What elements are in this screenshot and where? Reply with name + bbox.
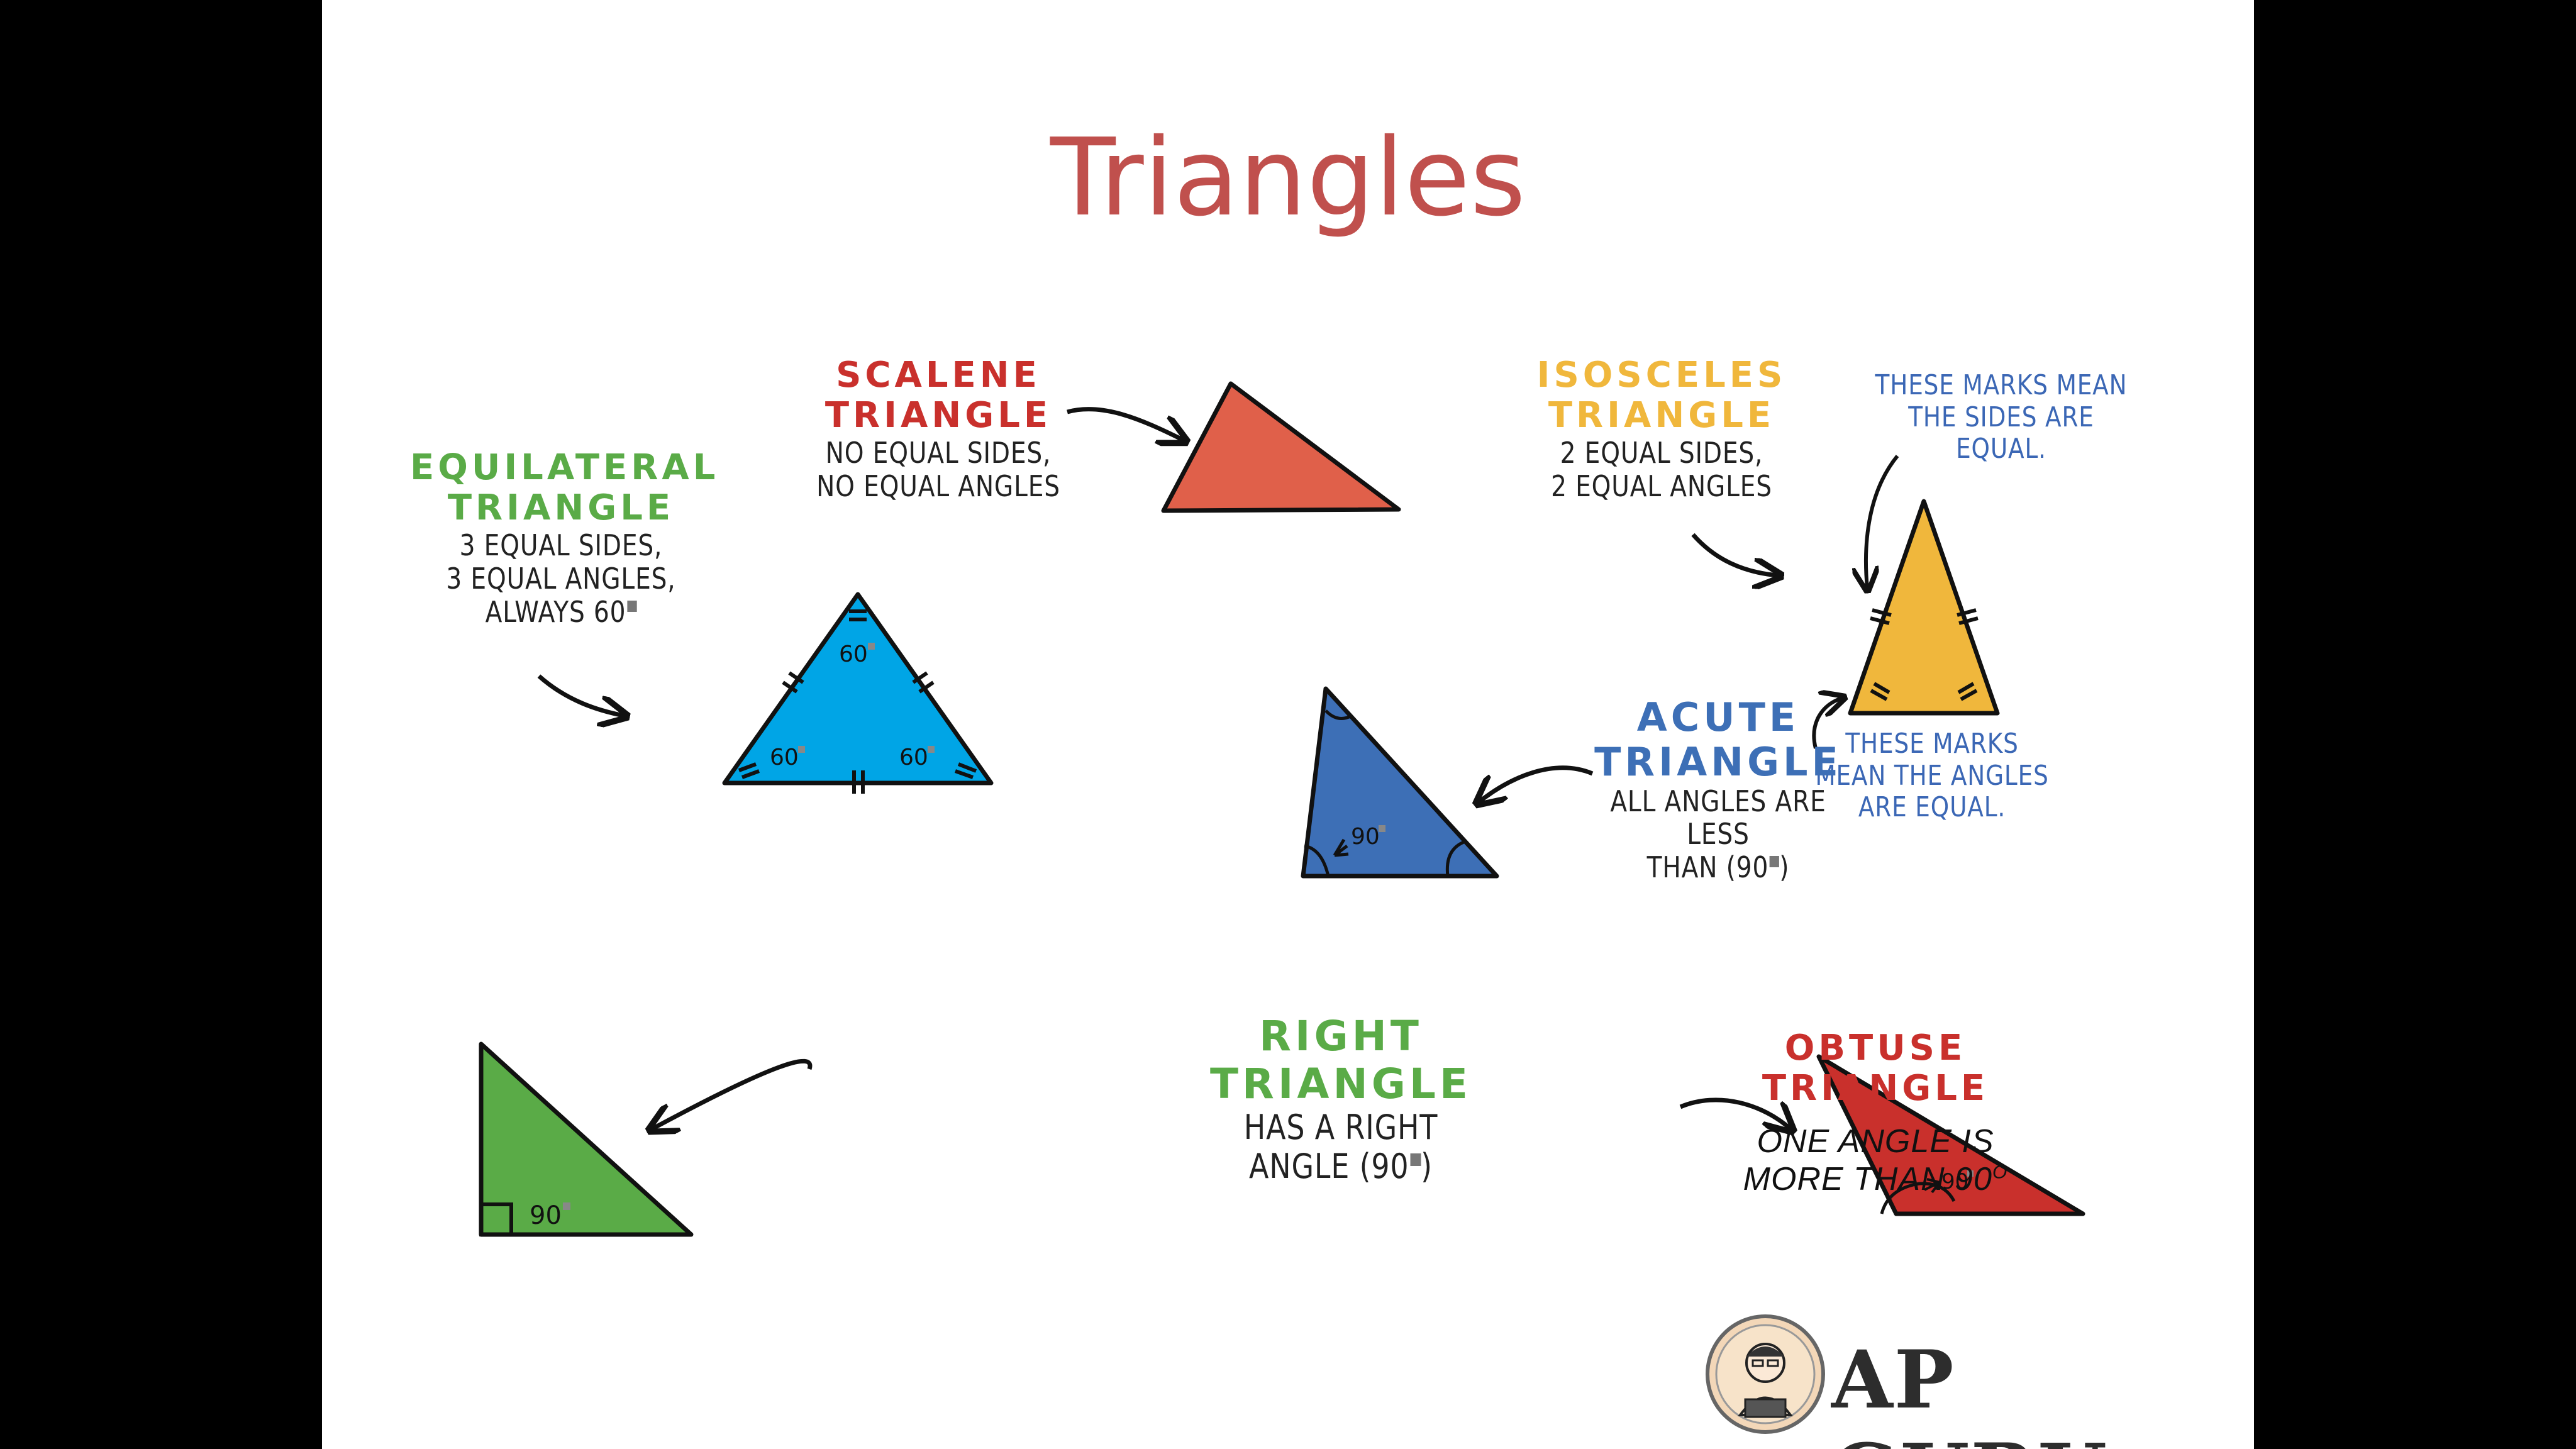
isosceles-heading-2: TRIANGLE: [1548, 395, 1775, 436]
acute-heading-2: TRIANGLE: [1594, 739, 1842, 786]
right-heading-1: RIGHT: [1259, 1012, 1423, 1060]
side-marks-note-line-3: EQUAL.: [1956, 433, 2046, 465]
obtuse-heading-1: OBTUSE: [1784, 1028, 1967, 1069]
equilateral-label: EQUILATERAL TRIANGLE 3 EQUAL SIDES, 3 EQ…: [410, 447, 719, 629]
equilateral-line-3: ALWAYS 60: [433, 595, 689, 629]
equilateral-angle-left: 60: [770, 745, 799, 770]
acute-angle-label: 90: [1351, 824, 1380, 850]
equilateral-triangle: [722, 592, 994, 786]
slide: Triangles 60 60 60: [322, 0, 2254, 1449]
angle-marks-arrow-left: [1812, 698, 1842, 749]
angle-marks-note-line-1: THESE MARKS: [1845, 728, 2019, 760]
right-line-1: HAS A RIGHT: [1243, 1107, 1438, 1147]
scalene-heading-2: TRIANGLE: [824, 395, 1052, 436]
right-line-2: ANGLE (90): [1249, 1146, 1433, 1186]
scalene-heading-1: SCALENE: [836, 355, 1041, 396]
equilateral-angle-top: 60: [839, 641, 868, 667]
side-marks-arrow-left: [1866, 455, 1899, 588]
acute-triangle: [1301, 686, 1499, 879]
isosceles-line-2: 2 EQUAL ANGLES: [1551, 469, 1772, 503]
angle-marks-note-line-3: ARE EQUAL.: [1858, 791, 2006, 824]
angle-marks-note: THESE MARKS MEAN THE ANGLES ARE EQUAL.: [1781, 728, 2083, 824]
angle-marks-note-line-2: MEAN THE ANGLES: [1815, 759, 2049, 792]
equilateral-angle-right: 60: [899, 745, 928, 770]
right-heading-2: TRIANGLE: [1209, 1059, 1472, 1108]
triangle-shapes: 60 60 60 90 90: [479, 381, 2085, 1237]
scalene-line-2: NO EQUAL ANGLES: [816, 469, 1060, 503]
scalene-triangle: [1161, 381, 1401, 513]
equilateral-line-2: 3 EQUAL ANGLES,: [446, 561, 676, 596]
obtuse-heading-2: TRIANGLE: [1762, 1068, 1989, 1109]
scalene-label: SCALENE TRIANGLE NO EQUAL SIDES, NO EQUA…: [787, 355, 1089, 503]
logo-text: AP GURU: [1831, 1333, 2107, 1449]
obtuse-line-1: ONE ANGLE IS: [1757, 1123, 1994, 1160]
isosceles-heading-1: ISOSCELES: [1536, 355, 1787, 396]
side-marks-note: THESE MARKS MEAN THE SIDES ARE EQUAL.: [1844, 369, 2158, 465]
equilateral-side-marks: [738, 609, 977, 794]
obtuse-label: OBTUSE TRIANGLE ONE ANGLE IS MORE THAN 9…: [1687, 1028, 2064, 1198]
ap-guru-logo: [1706, 1314, 1825, 1434]
equilateral-heading-1: EQUILATERAL: [410, 447, 719, 488]
isosceles-label: ISOSCELES TRIANGLE 2 EQUAL SIDES, 2 EQUA…: [1530, 355, 1794, 503]
isosceles-marks: [1870, 608, 1979, 701]
right-label: RIGHT TRIANGLE HAS A RIGHT ANGLE (90): [1165, 1013, 1517, 1186]
equilateral-heading-2: TRIANGLE: [447, 487, 675, 529]
acute-line-2: THAN (90): [1646, 850, 1790, 885]
obtuse-arrow: [1679, 1097, 1790, 1129]
equilateral-arrow: [537, 674, 624, 716]
page-title: Triangles: [1050, 116, 1526, 240]
obtuse-triangle: [1816, 1054, 2085, 1216]
obtuse-line-2: MORE THAN 90O: [1743, 1160, 2008, 1197]
scalene-line-1: NO EQUAL SIDES,: [825, 435, 1052, 470]
side-marks-note-line-1: THESE MARKS MEAN: [1875, 369, 2128, 401]
isosceles-arrow: [1691, 533, 1778, 575]
isosceles-triangle: [1848, 499, 2000, 716]
scalene-arrow: [1067, 407, 1184, 440]
acute-label: ACUTE TRIANGLE ALL ANGLES ARE LESS THAN …: [1555, 695, 1882, 884]
right-arrow: [652, 1058, 813, 1129]
acute-heading-1: ACUTE: [1636, 694, 1800, 740]
isosceles-line-1: 2 EQUAL SIDES,: [1560, 435, 1763, 470]
right-triangle: [479, 1041, 694, 1237]
obtuse-angle-label: 90: [1941, 1169, 1968, 1194]
side-marks-note-line-2: THE SIDES ARE: [1908, 401, 2094, 433]
equilateral-line-1: 3 EQUAL SIDES,: [459, 528, 663, 562]
acute-line-1: ALL ANGLES ARE LESS: [1610, 784, 1826, 852]
right-angle-label: 90: [530, 1201, 562, 1230]
acute-arrow: [1479, 765, 1594, 802]
